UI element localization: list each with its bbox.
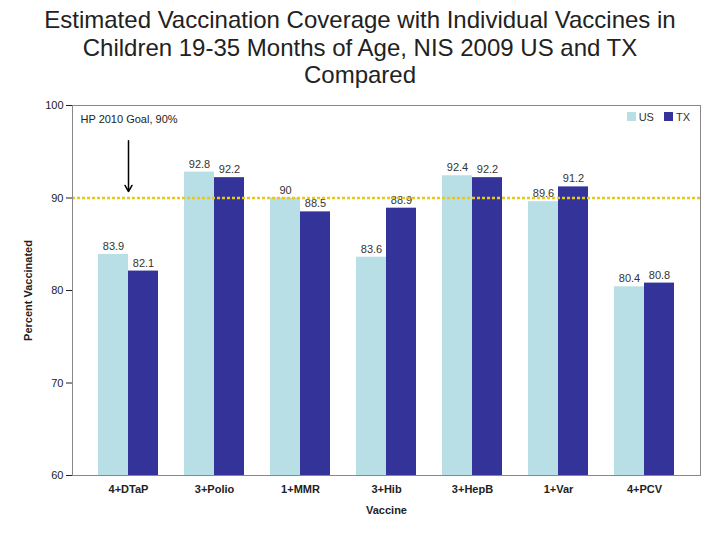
svg-text:4+PCV: 4+PCV [627,483,663,495]
svg-text:3+Hib: 3+Hib [371,483,402,495]
svg-text:60: 60 [51,469,63,481]
svg-text:80.8: 80.8 [649,268,670,280]
svg-text:82.1: 82.1 [133,256,154,268]
svg-text:92.2: 92.2 [219,163,240,175]
svg-text:Percent Vaccinated: Percent Vaccinated [22,240,34,341]
svg-text:Vaccine: Vaccine [366,503,407,515]
svg-text:3+Polio: 3+Polio [195,483,235,495]
svg-text:3+HepB: 3+HepB [452,483,493,495]
svg-text:92.8: 92.8 [189,157,210,169]
html-text:TX: TX [675,110,690,123]
html-text:Estimated Vaccination Coverage: Estimated Vaccination Coverage with Indi… [44,6,676,89]
svg-text:1+MMR: 1+MMR [281,483,320,495]
svg-text:4+DTaP: 4+DTaP [109,483,149,495]
svg-text:91.2: 91.2 [563,172,584,184]
svg-text:92.4: 92.4 [447,161,468,173]
svg-text:80.4: 80.4 [619,272,640,284]
svg-text:70: 70 [51,376,63,388]
svg-text:1+Var: 1+Var [544,483,574,495]
svg-text:89.6: 89.6 [532,187,555,199]
svg-text:HP 2010 Goal, 90%: HP 2010 Goal, 90% [81,113,178,125]
html-text:US: US [638,110,654,123]
svg-text:90: 90 [279,183,291,195]
svg-text:88.9: 88.9 [391,193,412,205]
svg-text:80: 80 [51,284,63,296]
svg-text:92.2: 92.2 [477,163,498,175]
svg-text:83.9: 83.9 [103,240,124,252]
svg-text:90: 90 [51,191,63,203]
svg-text:100: 100 [45,99,63,111]
svg-text:88.5: 88.5 [304,197,327,210]
svg-text:83.6: 83.6 [361,243,382,255]
